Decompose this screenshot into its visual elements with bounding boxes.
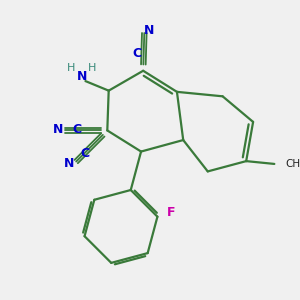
Text: C: C <box>72 123 82 136</box>
Text: C: C <box>81 147 90 160</box>
Text: CH₃: CH₃ <box>286 160 300 170</box>
Text: N: N <box>144 25 155 38</box>
Text: N: N <box>77 70 87 83</box>
Text: F: F <box>167 206 176 219</box>
Text: C: C <box>133 47 142 61</box>
Text: H: H <box>67 64 76 74</box>
Text: N: N <box>53 123 63 136</box>
Text: H: H <box>88 64 97 74</box>
Text: N: N <box>64 157 74 170</box>
